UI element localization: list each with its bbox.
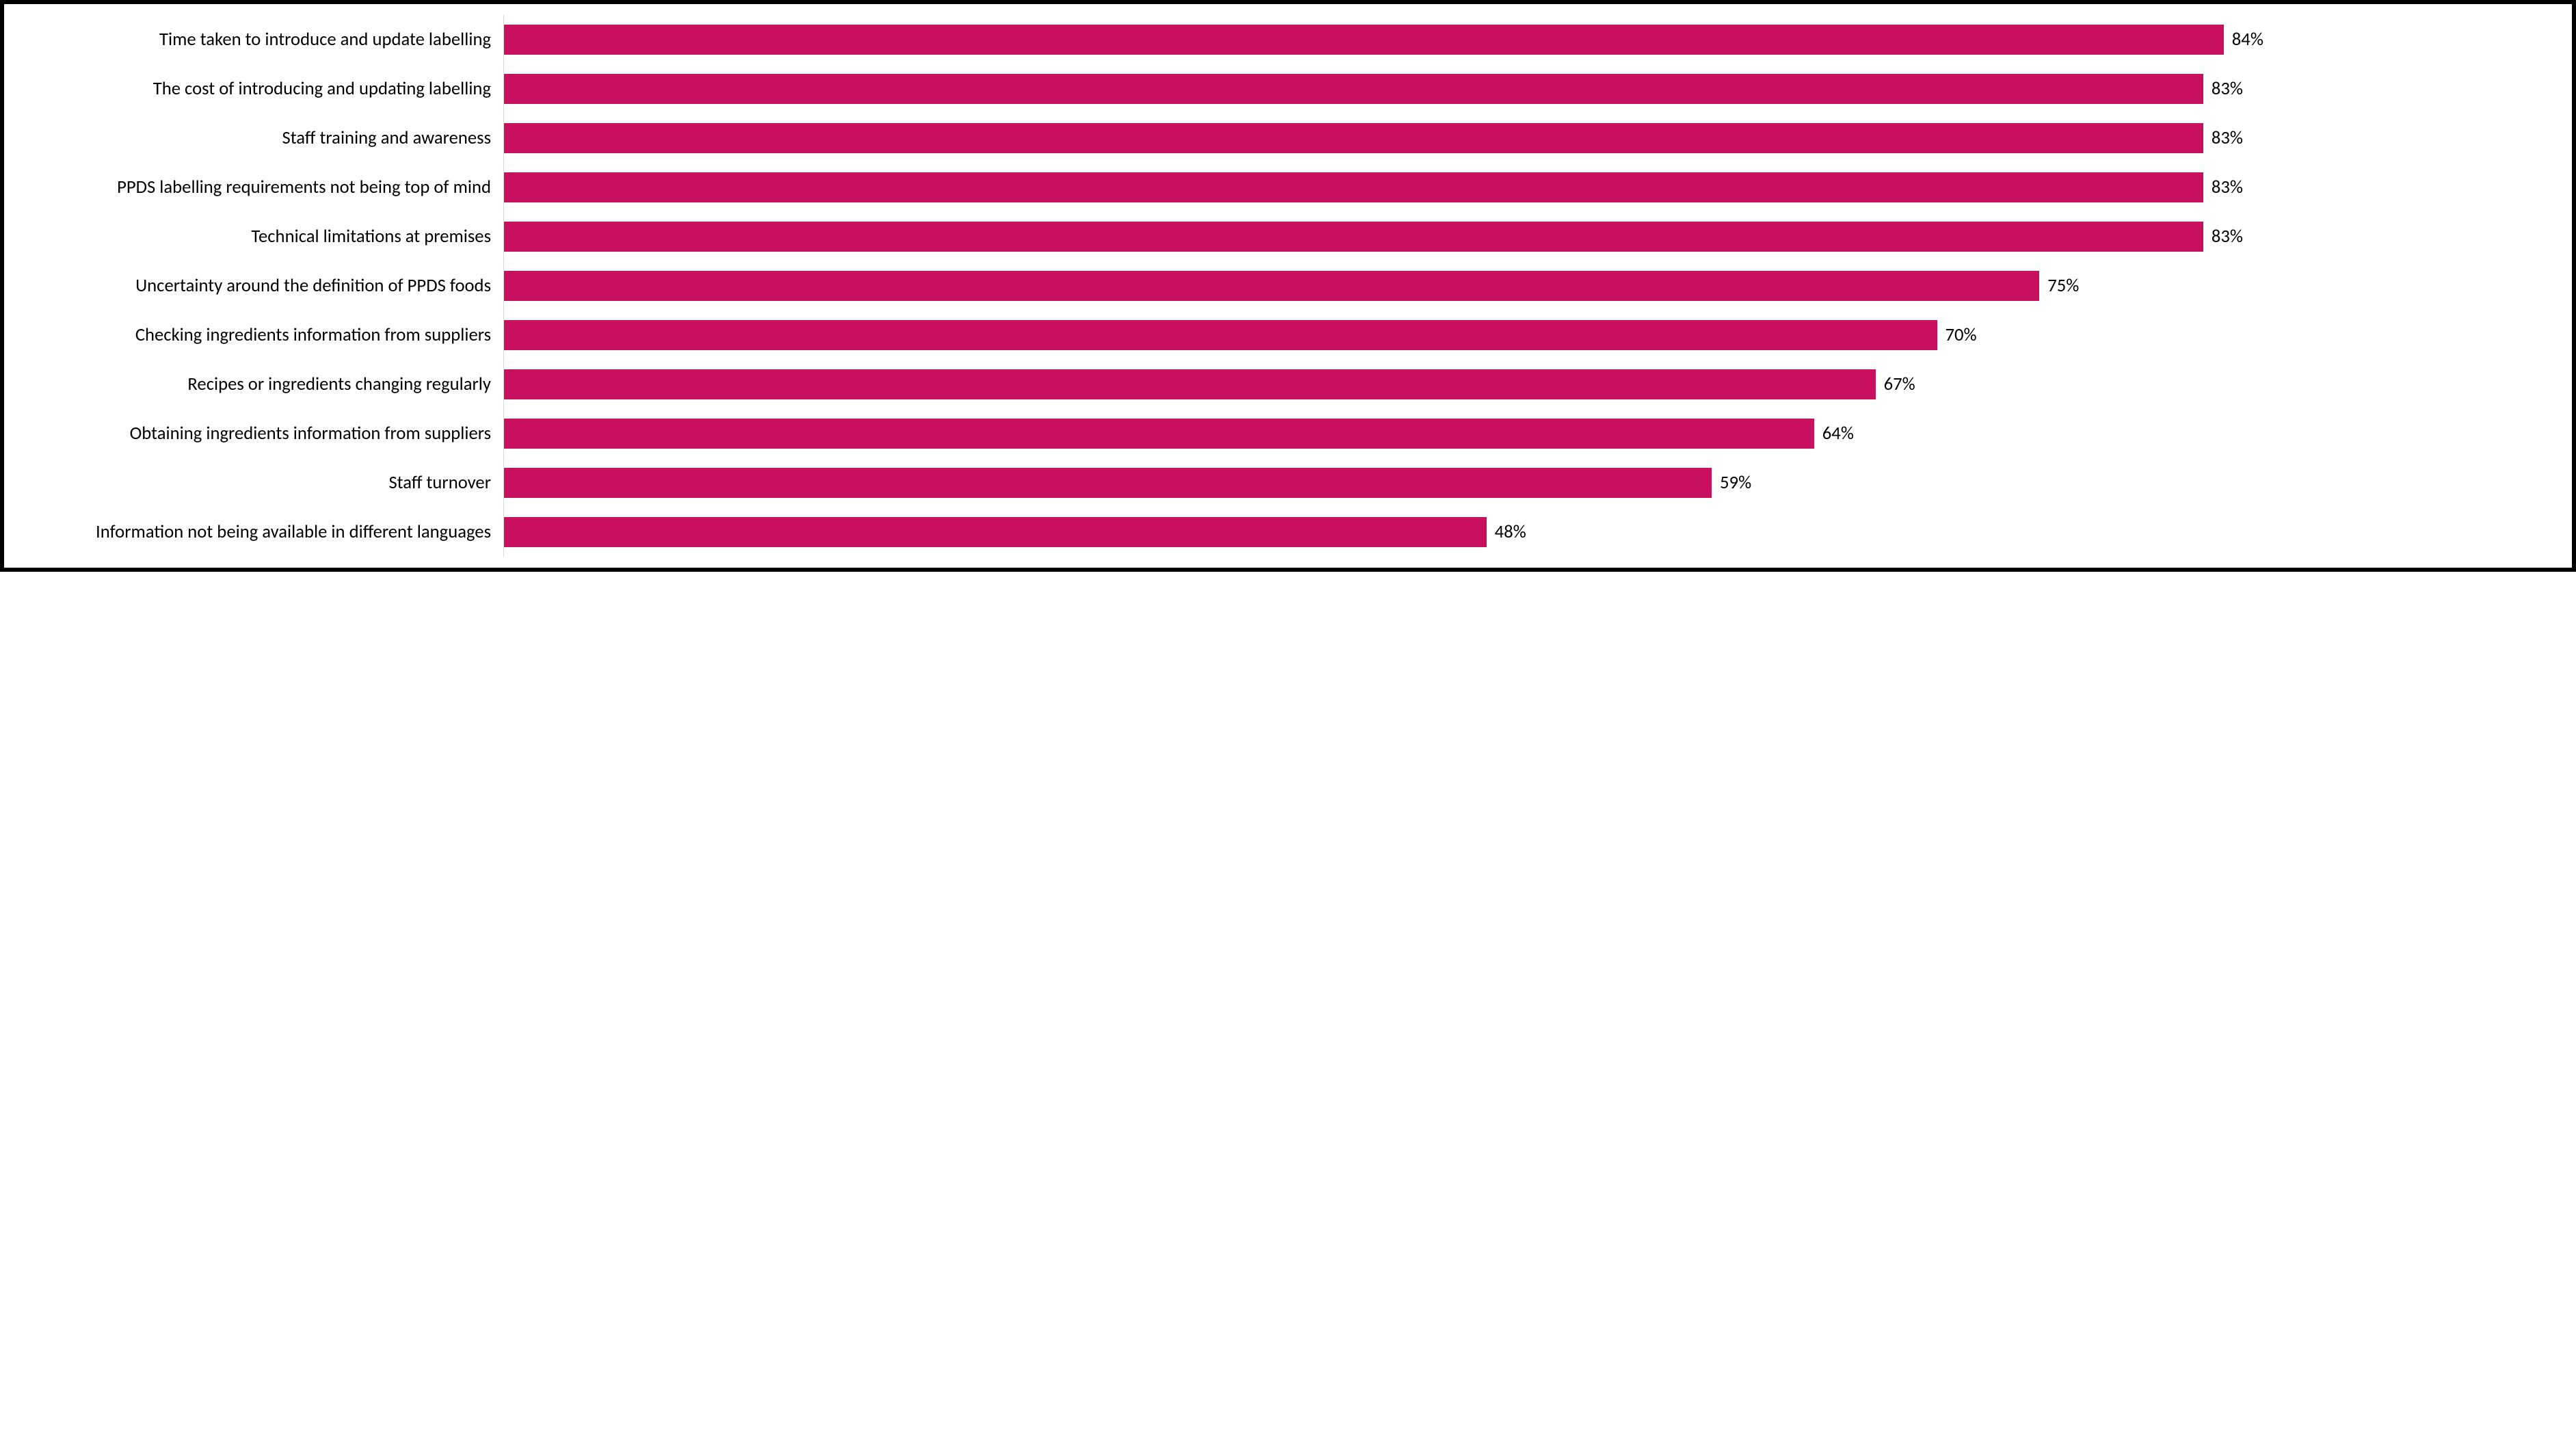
category-label: Recipes or ingredients changing regularl…: [25, 373, 503, 395]
category-label: Staff turnover: [25, 472, 503, 494]
value-label: 75%: [2047, 275, 2079, 297]
bar-track: 83%: [503, 74, 2551, 104]
value-label: 70%: [1946, 324, 1977, 346]
value-label: 83%: [2212, 176, 2243, 198]
bar-track: 83%: [503, 123, 2551, 153]
value-label: 84%: [2232, 29, 2263, 51]
category-label: Time taken to introduce and update label…: [25, 29, 503, 51]
category-label: Checking ingredients information from su…: [25, 324, 503, 346]
bar-fill: [503, 222, 2203, 252]
bar-fill: [503, 369, 1876, 399]
value-label: 59%: [1720, 472, 1751, 494]
horizontal-bar-chart: Time taken to introduce and update label…: [25, 25, 2551, 547]
category-label: The cost of introducing and updating lab…: [25, 78, 503, 100]
bar-track: 59%: [503, 468, 2551, 498]
value-label: 48%: [1495, 521, 1526, 543]
category-label: PPDS labelling requirements not being to…: [25, 176, 503, 198]
bar-track: 70%: [503, 320, 2551, 350]
value-label: 64%: [1822, 423, 1854, 445]
bar-track: 64%: [503, 419, 2551, 449]
value-label: 83%: [2212, 127, 2243, 149]
bar-fill: [503, 74, 2203, 104]
value-label: 67%: [1884, 373, 1915, 395]
bar-fill: [503, 123, 2203, 153]
value-label: 83%: [2212, 226, 2243, 248]
bar-track: 75%: [503, 271, 2551, 301]
bar-fill: [503, 468, 1712, 498]
bar-fill: [503, 419, 1814, 449]
bar-track: 48%: [503, 517, 2551, 547]
chart-frame: Time taken to introduce and update label…: [0, 0, 2576, 572]
category-label: Technical limitations at premises: [25, 226, 503, 248]
category-label: Uncertainty around the definition of PPD…: [25, 275, 503, 297]
value-label: 83%: [2212, 78, 2243, 100]
bar-track: 67%: [503, 369, 2551, 399]
bar-track: 83%: [503, 172, 2551, 202]
category-label: Obtaining ingredients information from s…: [25, 423, 503, 445]
bar-fill: [503, 517, 1487, 547]
category-label: Information not being available in diffe…: [25, 521, 503, 543]
category-label: Staff training and awareness: [25, 127, 503, 149]
bar-fill: [503, 271, 2039, 301]
bar-track: 84%: [503, 25, 2551, 55]
bar-fill: [503, 172, 2203, 202]
bar-track: 83%: [503, 222, 2551, 252]
bar-fill: [503, 25, 2224, 55]
bar-fill: [503, 320, 1937, 350]
